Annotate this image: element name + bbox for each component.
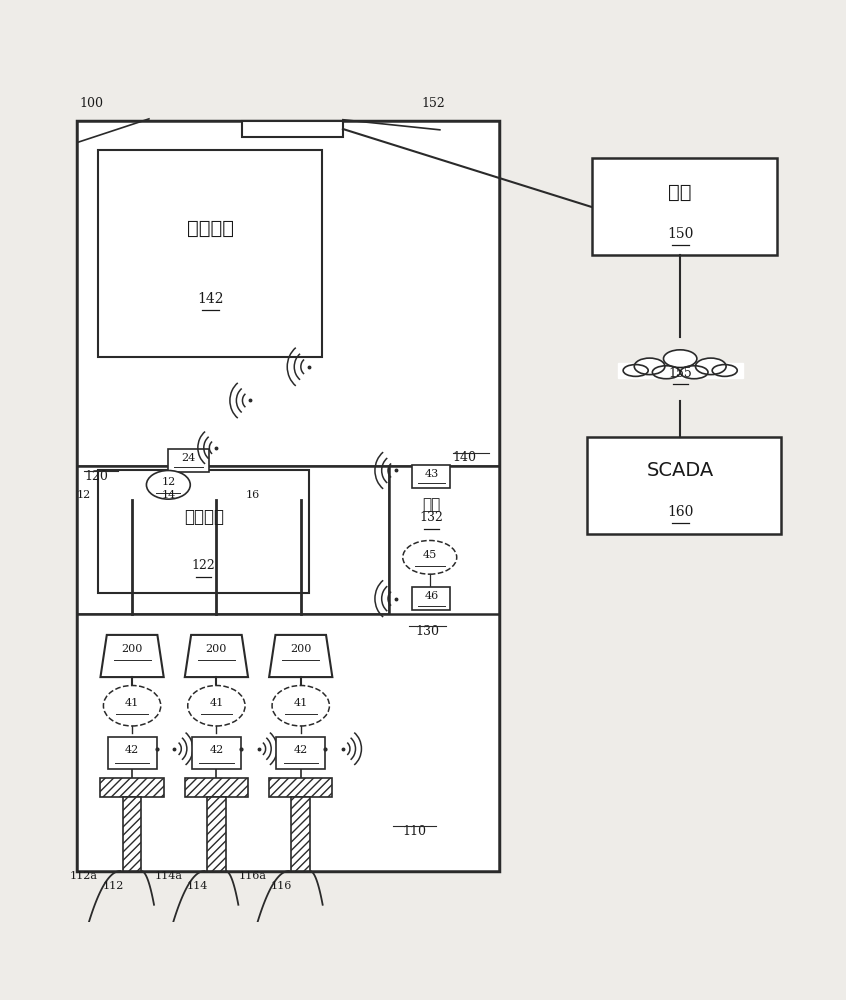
Polygon shape xyxy=(101,635,164,677)
Bar xyxy=(242,121,343,137)
Ellipse shape xyxy=(663,350,697,368)
Bar xyxy=(123,797,141,871)
Bar xyxy=(591,158,777,255)
Bar xyxy=(618,363,743,378)
Bar xyxy=(77,614,499,871)
Text: 200: 200 xyxy=(206,644,227,654)
Text: 200: 200 xyxy=(290,644,311,654)
Text: 116a: 116a xyxy=(239,871,266,881)
Bar xyxy=(77,466,389,614)
Text: 热监控器: 热监控器 xyxy=(187,219,233,238)
Bar xyxy=(77,121,499,466)
Bar xyxy=(192,737,241,769)
Ellipse shape xyxy=(403,540,457,574)
Bar xyxy=(168,449,209,472)
Text: 12: 12 xyxy=(77,490,91,500)
Text: 43: 43 xyxy=(425,469,438,479)
Ellipse shape xyxy=(624,365,648,376)
Ellipse shape xyxy=(695,358,726,375)
Text: 114a: 114a xyxy=(154,871,183,881)
Text: 母线: 母线 xyxy=(422,497,441,512)
Ellipse shape xyxy=(146,470,190,499)
Text: SCADA: SCADA xyxy=(646,461,714,480)
Ellipse shape xyxy=(103,686,161,726)
Bar xyxy=(98,150,321,357)
Bar xyxy=(207,797,226,871)
Bar xyxy=(107,737,157,769)
Text: 41: 41 xyxy=(294,698,308,708)
Bar xyxy=(269,778,332,797)
Text: 24: 24 xyxy=(181,453,195,463)
Text: 152: 152 xyxy=(421,97,445,110)
Text: 155: 155 xyxy=(668,367,692,380)
Text: 142: 142 xyxy=(197,292,223,306)
Text: 42: 42 xyxy=(209,745,223,755)
Bar xyxy=(277,737,325,769)
Text: 46: 46 xyxy=(425,591,438,601)
Text: 140: 140 xyxy=(453,451,476,464)
Text: 100: 100 xyxy=(79,97,103,110)
Text: 150: 150 xyxy=(667,227,694,241)
Bar xyxy=(587,437,782,534)
Text: 112a: 112a xyxy=(70,871,98,881)
Text: 116: 116 xyxy=(271,881,292,891)
Text: 网关: 网关 xyxy=(668,183,692,202)
Text: 42: 42 xyxy=(294,745,308,755)
Text: 12: 12 xyxy=(162,477,175,487)
Bar xyxy=(413,587,450,610)
Text: 114: 114 xyxy=(186,881,208,891)
Bar xyxy=(101,778,164,797)
Polygon shape xyxy=(184,635,248,677)
Text: 开关部件: 开关部件 xyxy=(184,508,223,526)
Text: 16: 16 xyxy=(245,490,260,500)
Bar xyxy=(389,466,499,631)
Ellipse shape xyxy=(272,686,329,726)
Bar xyxy=(413,465,450,488)
Text: 112: 112 xyxy=(103,881,124,891)
Text: 110: 110 xyxy=(403,825,426,838)
Text: 200: 200 xyxy=(121,644,143,654)
Ellipse shape xyxy=(680,366,708,379)
Text: 160: 160 xyxy=(667,505,694,519)
Bar xyxy=(98,470,309,593)
Text: 130: 130 xyxy=(415,625,439,638)
Ellipse shape xyxy=(188,686,245,726)
Text: 120: 120 xyxy=(84,470,108,483)
Ellipse shape xyxy=(634,358,665,375)
Bar xyxy=(292,797,310,871)
Text: 14: 14 xyxy=(162,490,175,500)
Bar xyxy=(184,778,248,797)
Text: 42: 42 xyxy=(125,745,140,755)
Text: 132: 132 xyxy=(420,511,443,524)
Text: 41: 41 xyxy=(209,698,223,708)
Ellipse shape xyxy=(652,366,680,379)
Text: 45: 45 xyxy=(423,550,437,560)
Ellipse shape xyxy=(712,365,737,376)
Polygon shape xyxy=(269,635,332,677)
Text: 122: 122 xyxy=(192,559,216,572)
Text: 41: 41 xyxy=(125,698,140,708)
Bar xyxy=(77,121,499,871)
